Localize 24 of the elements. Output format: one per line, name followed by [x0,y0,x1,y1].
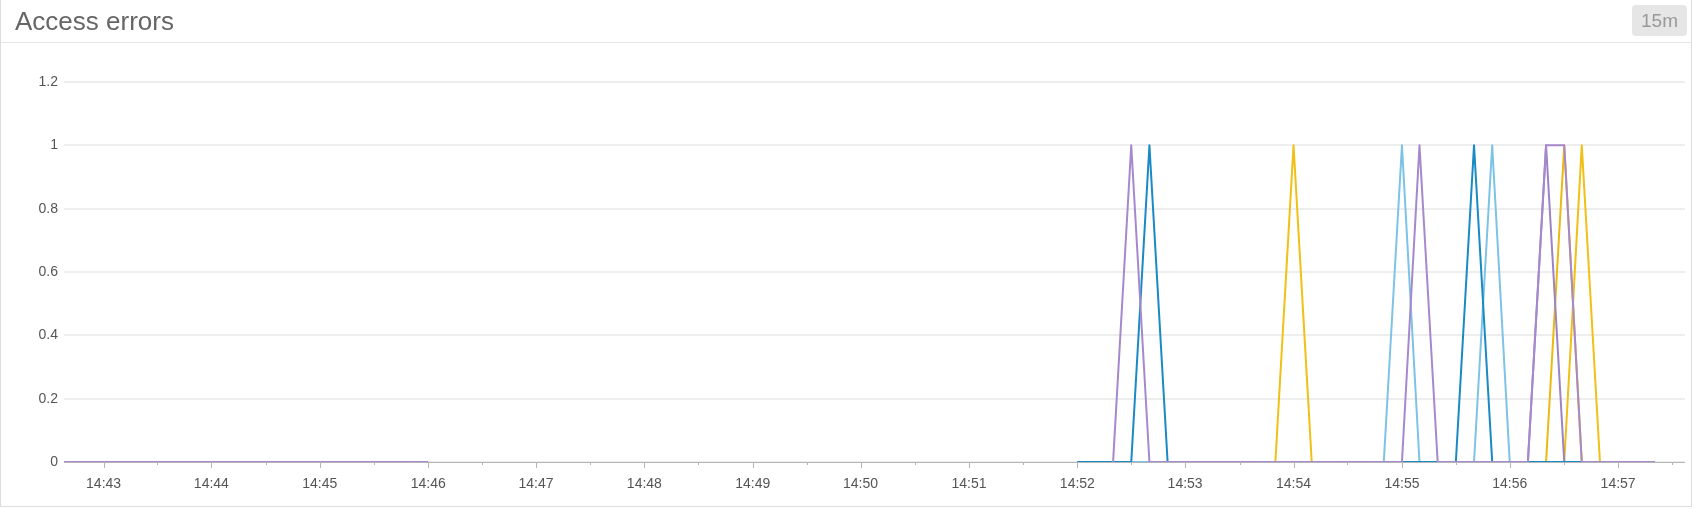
chart-title: Access errors [15,6,174,36]
y-tick-label: 0.6 [38,262,59,279]
y-tick-label: 0.8 [38,199,59,216]
x-tick-label: 14:55 [1384,475,1420,492]
y-tick-label: 1.2 [38,72,59,89]
y-tick-label: 0.2 [38,389,59,406]
x-tick-label: 14:57 [1600,475,1636,492]
x-tick-label: 14:43 [86,475,122,492]
x-tick-label: 14:47 [518,475,554,492]
y-tick-label: 0 [50,452,59,469]
x-tick-label: 14:46 [410,475,446,492]
x-tick-label: 14:52 [1059,475,1096,492]
x-tick-label: 14:53 [1167,475,1203,492]
text: 15m [1632,5,1687,36]
x-tick-label: 14:54 [1276,475,1312,492]
x-tick-label: 14:50 [843,475,879,492]
x-tick-label: 14:44 [193,475,230,492]
y-tick-label: 0.4 [38,326,59,343]
y-tick-label: 1 [50,136,59,153]
x-tick-label: 14:45 [302,475,338,492]
x-tick-label: 14:48 [626,475,663,492]
x-tick-label: 14:56 [1492,475,1528,492]
x-tick-label: 14:49 [735,475,771,492]
x-tick-label: 14:51 [951,475,987,492]
